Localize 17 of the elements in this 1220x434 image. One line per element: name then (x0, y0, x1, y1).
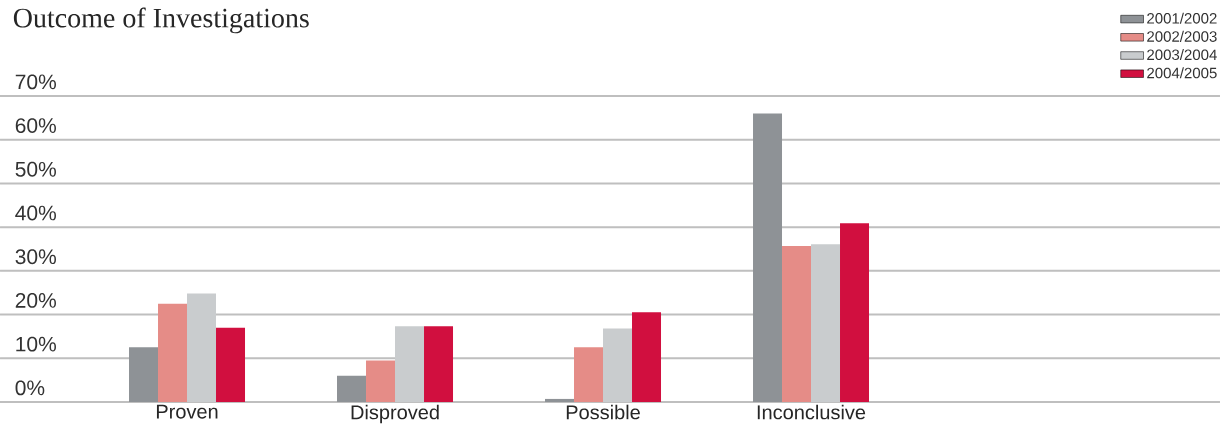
x-tick-label: Disproved (351, 404, 439, 424)
y-tick-label: 60% (15, 118, 56, 133)
chart-title: Outcome of Investigations (13, 7, 309, 34)
legend-label: 2004/2005 (1147, 67, 1217, 79)
y-tick-label: 70% (15, 74, 56, 90)
legend-label: 2001/2002 (1147, 12, 1217, 24)
x-tick-label: Proven (156, 404, 218, 419)
legend-label: 2003/2004 (1147, 49, 1217, 61)
y-tick-label: 0% (15, 380, 45, 396)
y-tick-label: 30% (15, 249, 56, 265)
y-tick-label: 20% (15, 292, 56, 308)
x-tick-label: Inconclusive (757, 404, 866, 420)
y-tick-label: 10% (16, 336, 56, 352)
x-tick-label: Possible (566, 404, 640, 420)
y-tick-label: 50% (15, 161, 56, 177)
y-tick-label: 40% (15, 205, 56, 221)
legend-label: 2002/2003 (1147, 30, 1217, 42)
